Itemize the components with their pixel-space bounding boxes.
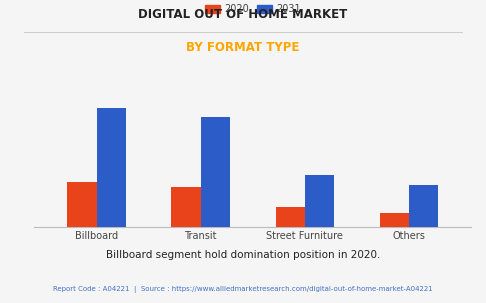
Bar — [172, 187, 201, 227]
Text: DIGITAL OUT OF HOME MARKET: DIGITAL OUT OF HOME MARKET — [139, 8, 347, 21]
Text: Billboard segment hold domination position in 2020.: Billboard segment hold domination positi… — [106, 250, 380, 260]
Bar — [276, 207, 305, 227]
Bar — [305, 175, 334, 227]
Bar — [380, 213, 409, 227]
Bar — [201, 117, 230, 227]
Text: Report Code : A04221  |  Source : https://www.alliedmarketresearch.com/digital-o: Report Code : A04221 | Source : https://… — [53, 286, 433, 293]
Bar — [68, 182, 97, 227]
Bar — [97, 108, 126, 227]
Text: BY FORMAT TYPE: BY FORMAT TYPE — [186, 41, 300, 54]
Legend: 2020, 2031: 2020, 2031 — [205, 4, 301, 14]
Bar — [409, 185, 438, 227]
